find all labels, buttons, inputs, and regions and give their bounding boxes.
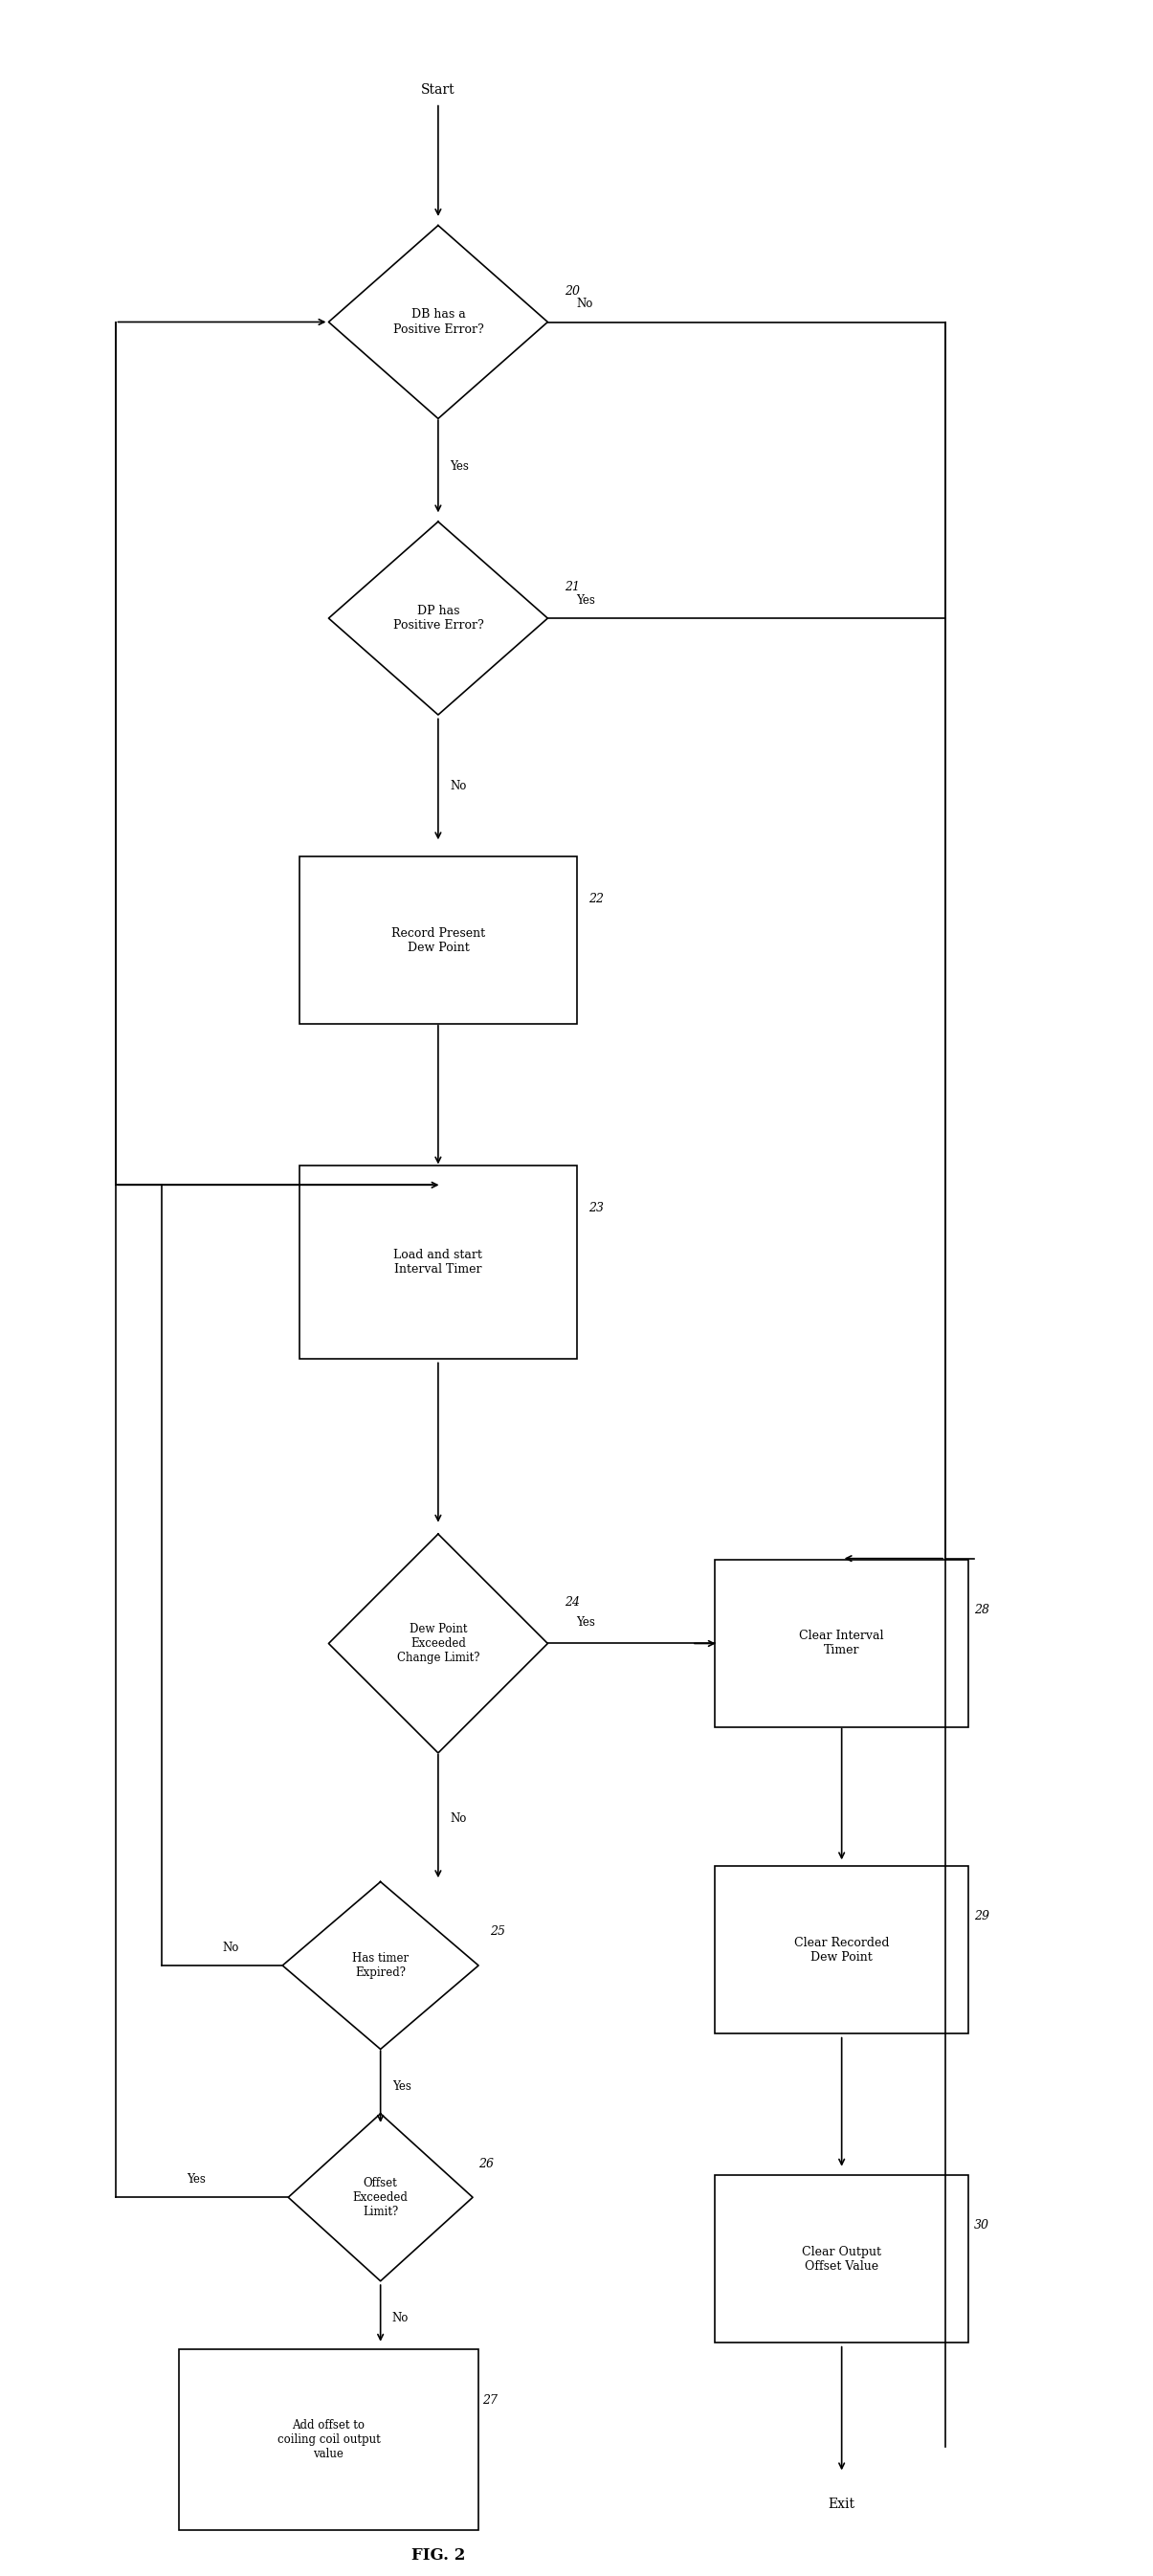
Text: Add offset to
coiling coil output
value: Add offset to coiling coil output value	[277, 2419, 380, 2460]
Text: Record Present
Dew Point: Record Present Dew Point	[391, 927, 485, 953]
Text: Load and start
Interval Timer: Load and start Interval Timer	[393, 1249, 483, 1275]
Text: 30: 30	[974, 2221, 989, 2231]
Text: 25: 25	[490, 1927, 505, 1937]
Text: FIG. 2: FIG. 2	[412, 2548, 465, 2563]
Bar	[715, 2174, 969, 2344]
Text: Yes: Yes	[576, 595, 595, 605]
Text: 24: 24	[565, 1597, 580, 1607]
Text: DB has a
Positive Error?: DB has a Positive Error?	[393, 309, 483, 335]
Bar	[300, 1164, 576, 1360]
Text: Exit: Exit	[828, 2496, 856, 2512]
Text: Dew Point
Exceeded
Change Limit?: Dew Point Exceeded Change Limit?	[397, 1623, 480, 1664]
Text: 28: 28	[974, 1605, 989, 1615]
Text: 22: 22	[588, 894, 603, 904]
Bar	[715, 1868, 969, 2035]
Text: Clear Recorded
Dew Point: Clear Recorded Dew Point	[794, 1937, 889, 1963]
Text: Yes: Yes	[576, 1618, 595, 1628]
Bar	[300, 858, 576, 1023]
Text: 29: 29	[974, 1911, 989, 1922]
Text: No: No	[450, 1814, 466, 1824]
Text: 20: 20	[565, 286, 580, 296]
Text: No: No	[392, 2313, 408, 2324]
Text: Yes: Yes	[392, 2081, 410, 2092]
Text: No: No	[450, 781, 466, 791]
Text: Yes: Yes	[187, 2174, 205, 2184]
Text: Yes: Yes	[450, 461, 468, 471]
Text: Clear Output
Offset Value: Clear Output Offset Value	[802, 2246, 881, 2272]
Bar	[715, 1558, 969, 1728]
Text: No: No	[576, 299, 593, 309]
Text: 21: 21	[565, 582, 580, 592]
Text: Offset
Exceeded
Limit?: Offset Exceeded Limit?	[353, 2177, 408, 2218]
Text: No: No	[223, 1942, 239, 1953]
Text: Start: Start	[421, 82, 455, 98]
Bar	[179, 2349, 478, 2530]
Text: Clear Interval
Timer: Clear Interval Timer	[799, 1631, 884, 1656]
Text: DP has
Positive Error?: DP has Positive Error?	[393, 605, 483, 631]
Text: 23: 23	[588, 1203, 603, 1213]
Text: 26: 26	[478, 2159, 493, 2169]
Text: 27: 27	[482, 2396, 497, 2406]
Text: Has timer
Expired?: Has timer Expired?	[352, 1953, 409, 1978]
